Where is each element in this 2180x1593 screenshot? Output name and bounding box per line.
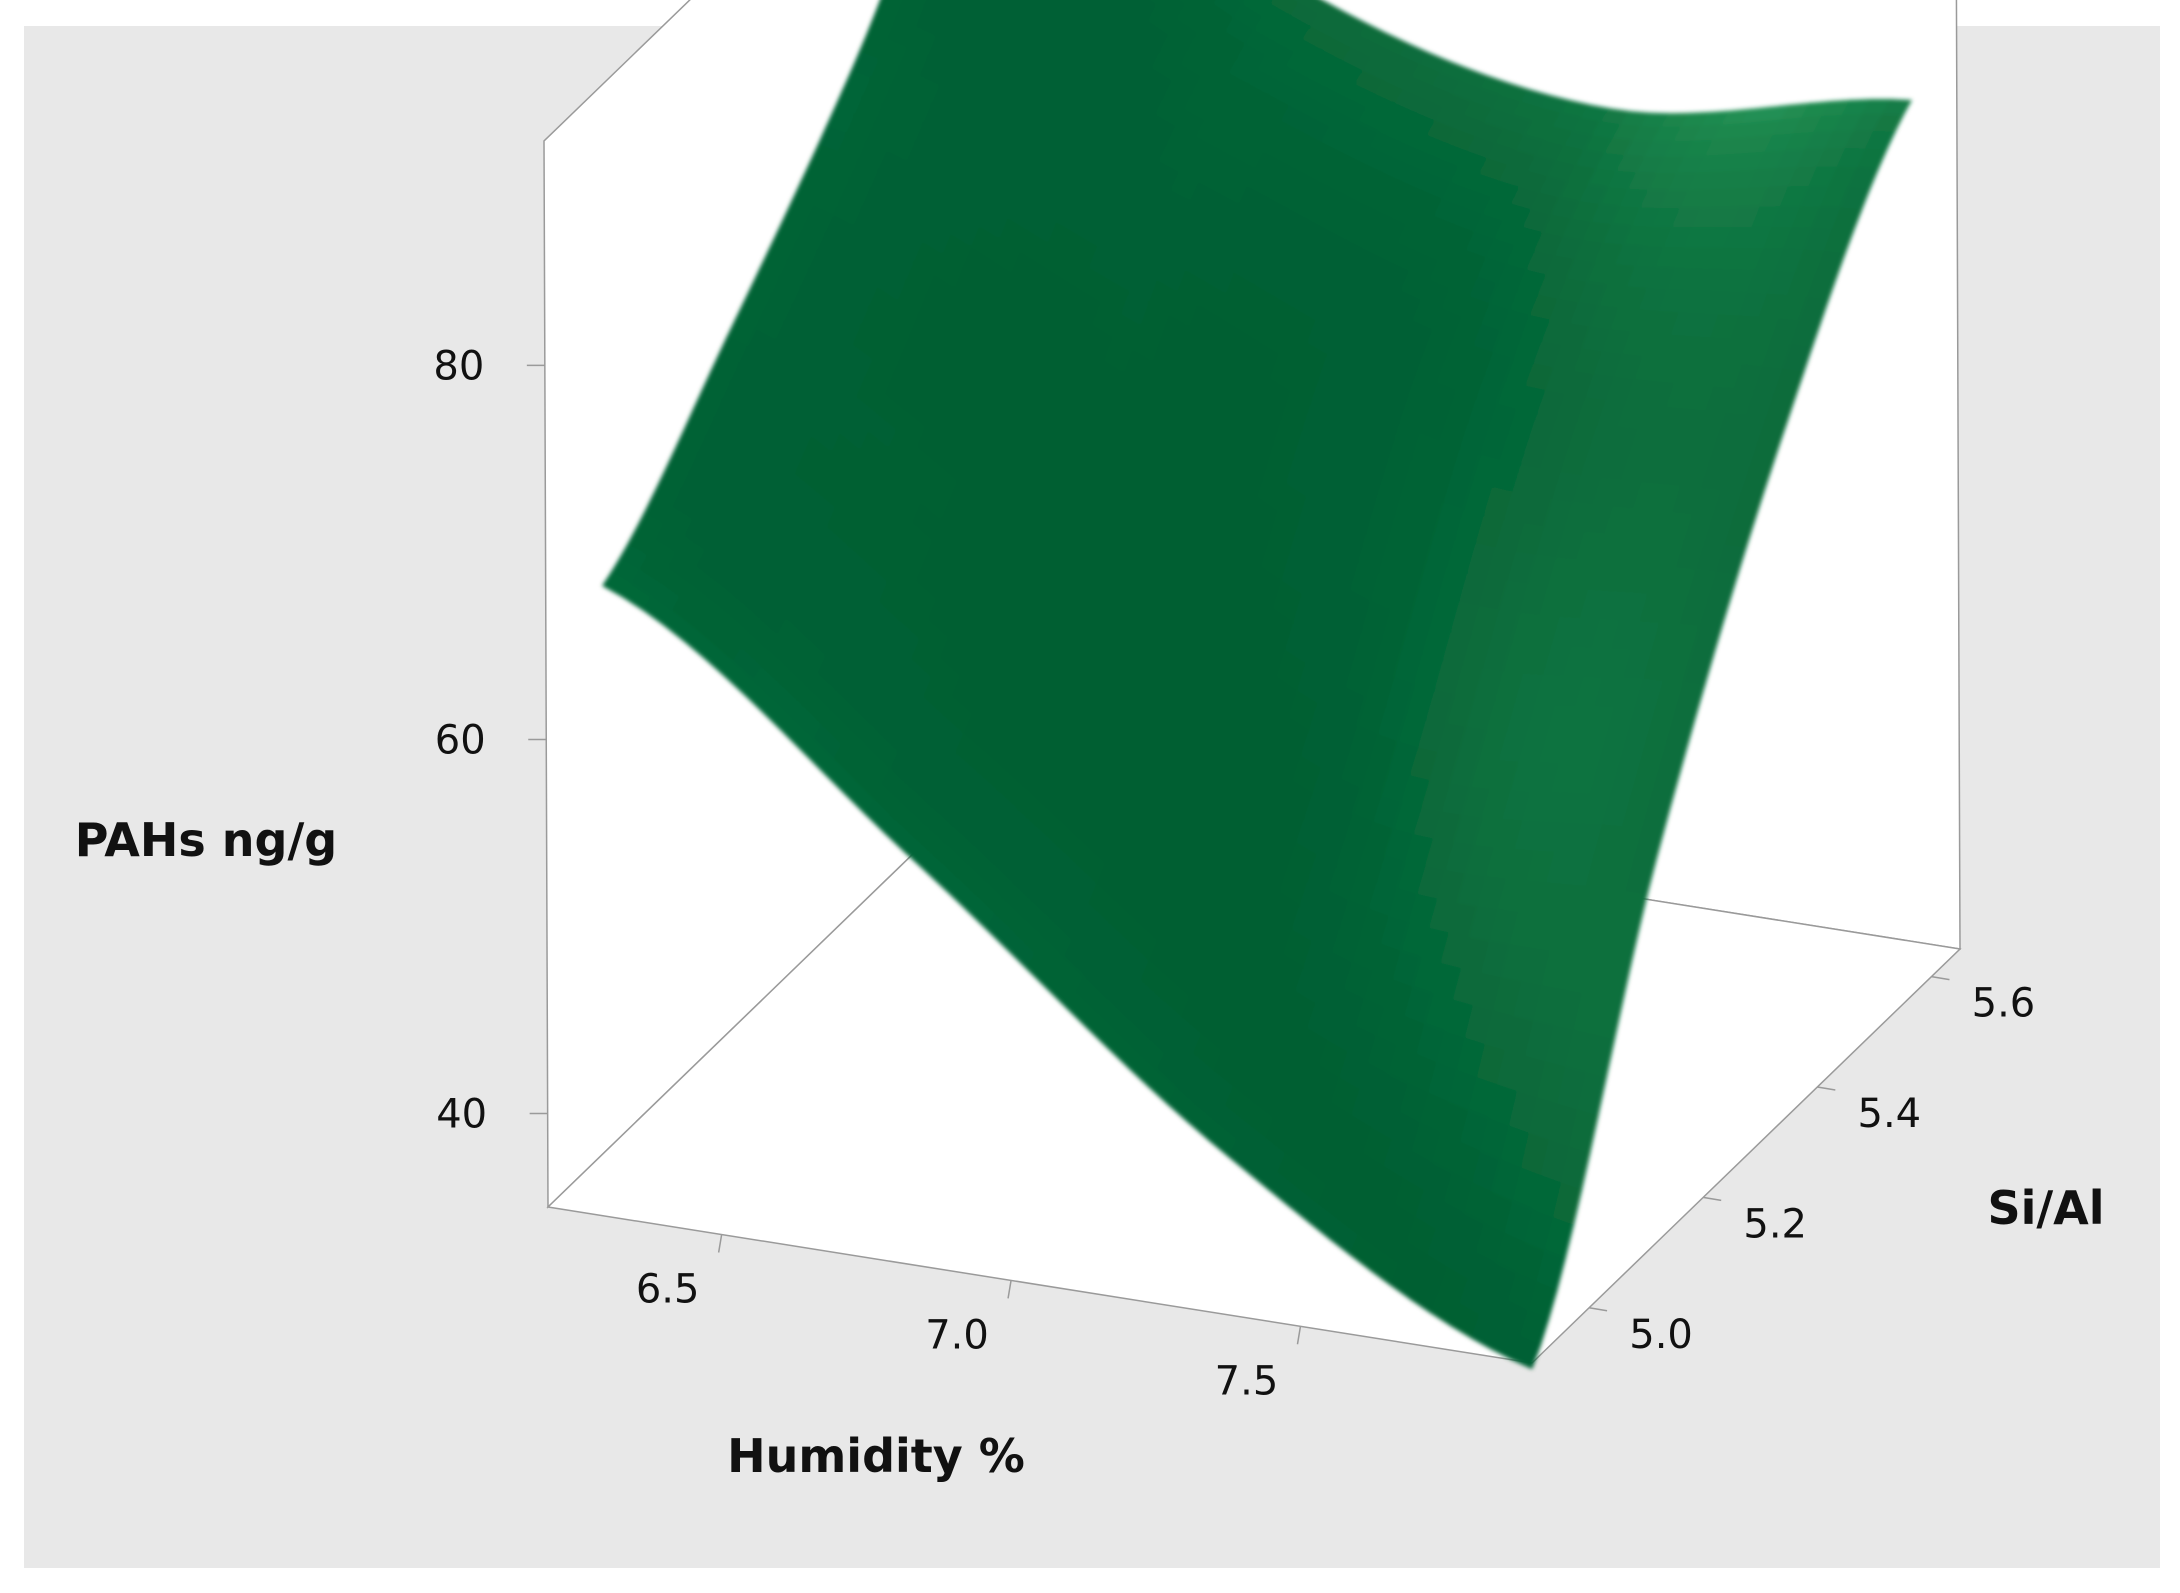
x-tick-label: 6.5 <box>636 1267 700 1313</box>
y-tick <box>1588 1307 1608 1312</box>
x-axis-title: Humidity % <box>727 1429 1025 1483</box>
x-tick-label: 7.0 <box>925 1312 989 1358</box>
x-tick <box>1296 1326 1302 1345</box>
y-tick <box>1703 1196 1722 1202</box>
y-tick <box>1931 975 1950 981</box>
x-tick-label: 7.5 <box>1215 1358 1279 1404</box>
axes: 40 60 80 6.5 7.0 7.5 5.0 5.2 5.4 5.6 <box>433 343 2035 1404</box>
z-axis-title: PAHs ng/g <box>75 813 337 867</box>
surface <box>602 0 1913 1370</box>
y-tick-label: 5.2 <box>1743 1201 1807 1247</box>
y-axis-title: Si/Al <box>1987 1181 2104 1235</box>
y-tick-label: 5.0 <box>1629 1312 1693 1358</box>
y-tick-label: 5.6 <box>1972 981 2036 1027</box>
z-tick-label: 40 <box>436 1091 487 1137</box>
x-tick <box>1007 1280 1012 1299</box>
y-tick-label: 5.4 <box>1858 1091 1922 1137</box>
x-tick <box>717 1234 723 1253</box>
z-tick-label: 80 <box>433 343 484 389</box>
y-tick <box>1817 1086 1836 1091</box>
z-tick-label: 60 <box>435 717 486 763</box>
surface-cell <box>1510 1335 1542 1370</box>
